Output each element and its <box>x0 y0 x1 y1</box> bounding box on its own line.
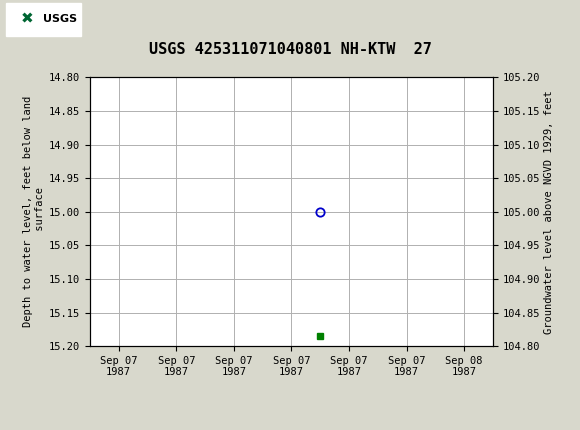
Text: ✖: ✖ <box>20 12 33 27</box>
Text: USGS: USGS <box>43 14 77 25</box>
Y-axis label: Groundwater level above NGVD 1929, feet: Groundwater level above NGVD 1929, feet <box>545 90 554 334</box>
FancyBboxPatch shape <box>6 3 81 36</box>
Y-axis label: Depth to water level, feet below land
 surface: Depth to water level, feet below land su… <box>23 96 45 327</box>
Text: USGS 425311071040801 NH-KTW  27: USGS 425311071040801 NH-KTW 27 <box>148 42 432 57</box>
